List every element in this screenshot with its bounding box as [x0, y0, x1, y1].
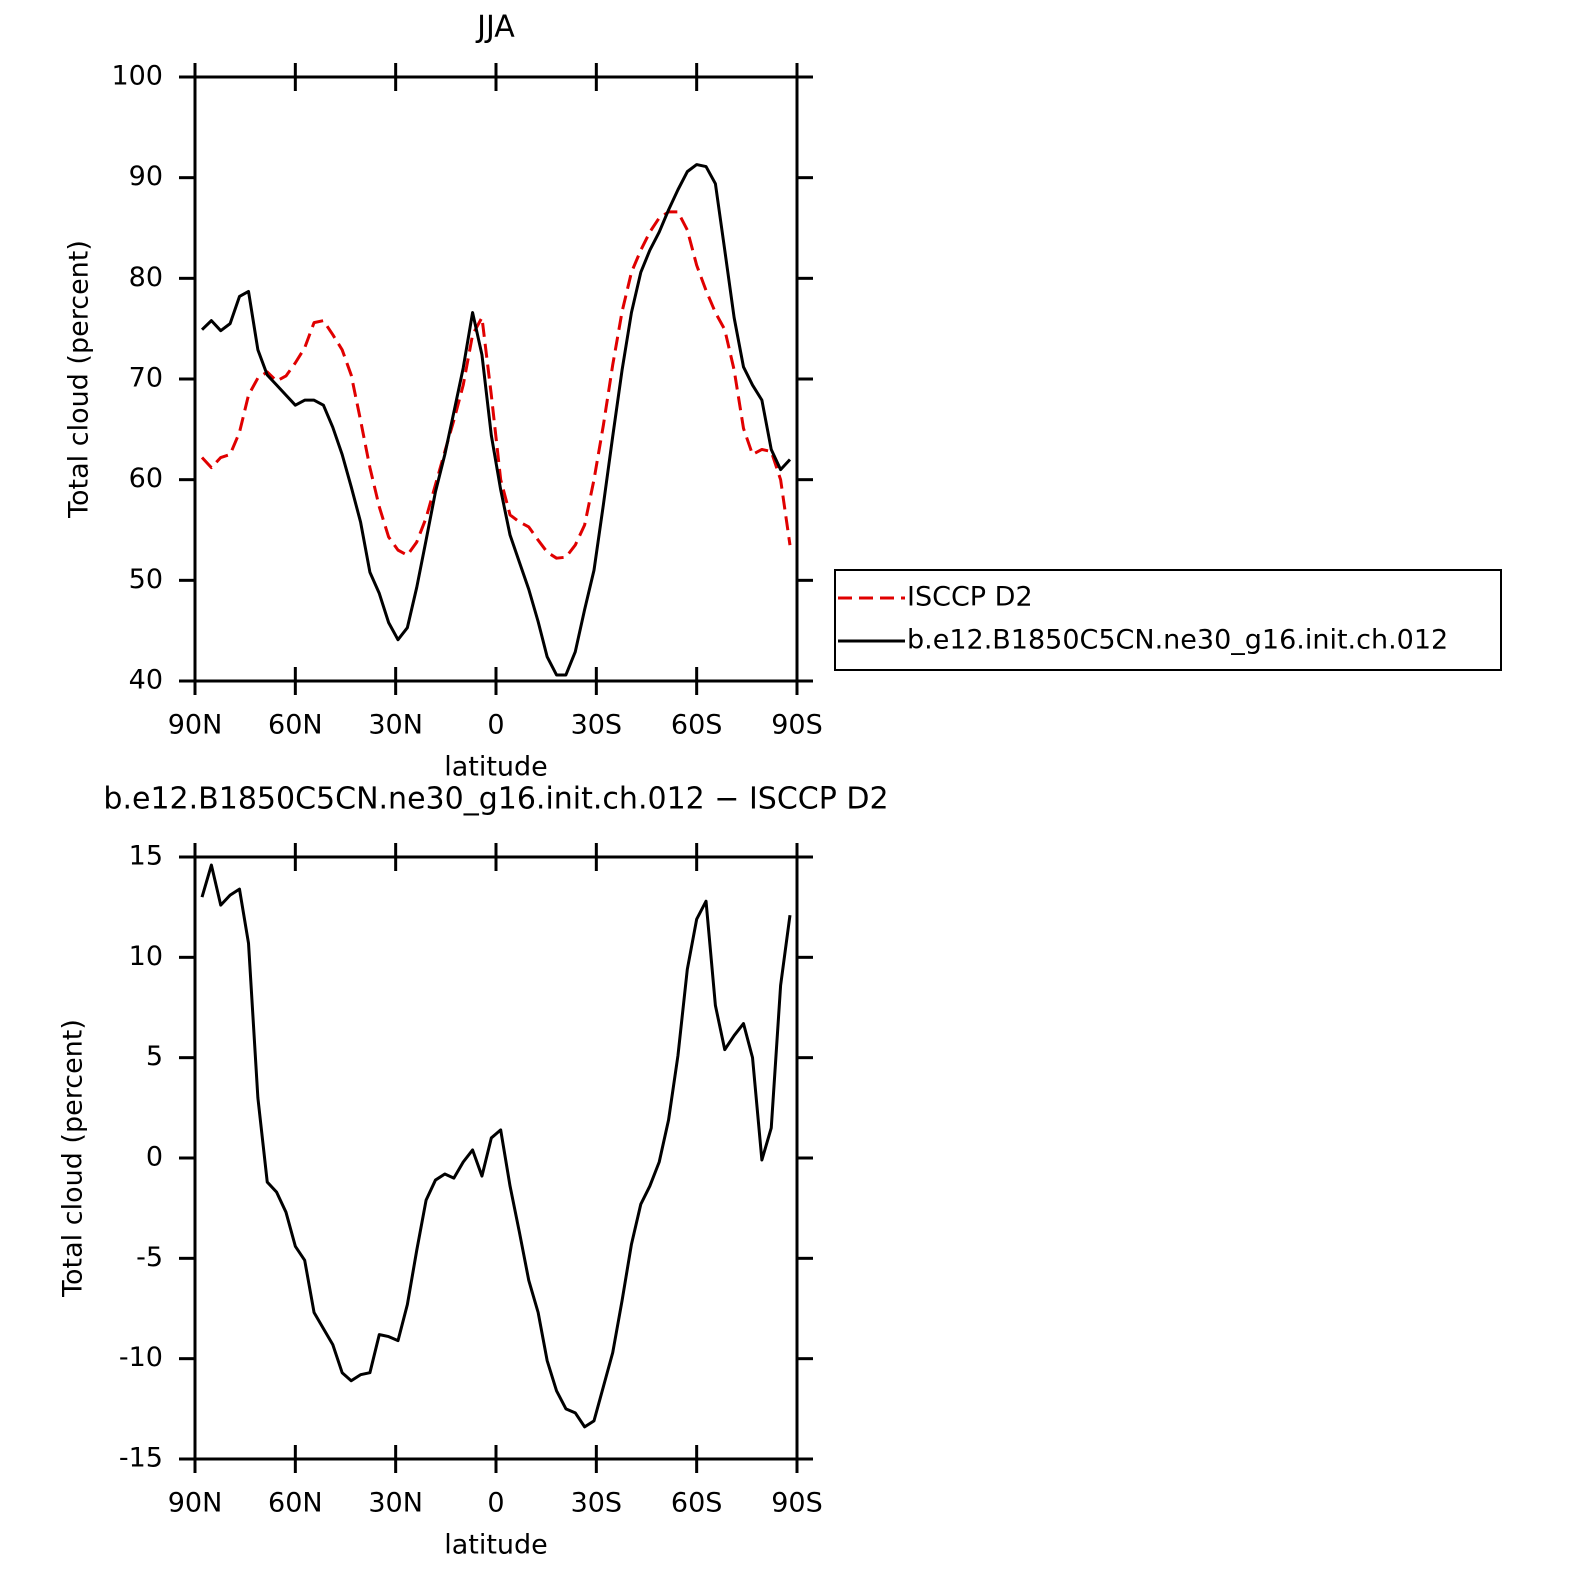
y-axis-label: Total cloud (percent) [64, 240, 95, 519]
data-line [200, 863, 792, 1429]
x-axis-label: latitude [444, 752, 548, 783]
x-tick-label: 60N [268, 1488, 323, 1519]
chart-title: JJA [475, 10, 515, 45]
y-axis-label: Total cloud (percent) [58, 1019, 89, 1298]
x-tick-label: 90S [771, 710, 823, 741]
y-tick-label: 10 [129, 941, 163, 972]
legend-box [834, 569, 1502, 671]
x-tick-label: 60S [671, 710, 723, 741]
y-tick-label: -5 [136, 1242, 163, 1273]
y-tick-label: 50 [129, 564, 163, 595]
x-tick-label: 30N [368, 1488, 423, 1519]
y-tick-label: 70 [129, 363, 163, 394]
x-tick-label: 30N [368, 710, 423, 741]
x-tick-label: 30S [571, 710, 623, 741]
y-tick-label: 60 [129, 463, 163, 494]
y-tick-label: 0 [146, 1142, 163, 1173]
legend-label: ISCCP D2 [907, 582, 1033, 613]
plot-frame [193, 75, 799, 683]
y-tick-label: 80 [129, 262, 163, 293]
x-tick-label: 60N [268, 710, 323, 741]
x-axis-label: latitude [444, 1530, 548, 1561]
x-tick-label: 90S [771, 1488, 823, 1519]
y-tick-label: -15 [119, 1443, 163, 1474]
x-tick-label: 0 [487, 710, 504, 741]
plot-frame [193, 855, 799, 1461]
y-tick-label: -10 [119, 1342, 163, 1373]
x-tick-label: 90N [168, 710, 223, 741]
data-line [200, 163, 792, 677]
y-tick-label: 15 [129, 841, 163, 872]
y-tick-label: 40 [129, 665, 163, 696]
y-tick-label: 5 [146, 1041, 163, 1072]
x-tick-label: 0 [487, 1488, 504, 1519]
x-tick-label: 30S [571, 1488, 623, 1519]
data-line [200, 210, 792, 560]
x-tick-label: 90N [168, 1488, 223, 1519]
chart-title: b.e12.B1850C5CN.ne30_g16.init.ch.012 − I… [103, 782, 888, 817]
y-tick-label: 100 [111, 61, 163, 92]
legend-label: b.e12.B1850C5CN.ne30_g16.init.ch.012 [907, 625, 1448, 656]
x-tick-label: 60S [671, 1488, 723, 1519]
y-tick-label: 90 [129, 161, 163, 192]
